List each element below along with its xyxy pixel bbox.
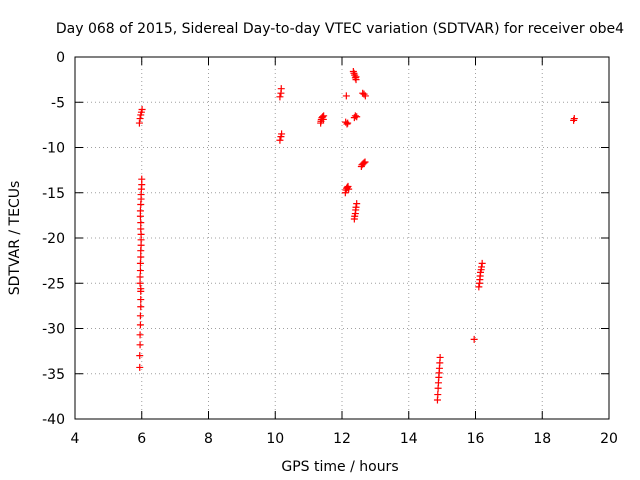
- data-point: [136, 279, 144, 287]
- y-tick-label: -15: [42, 186, 65, 202]
- data-point: [136, 267, 144, 275]
- data-point: [360, 159, 368, 167]
- data-point: [344, 119, 352, 127]
- y-tick-label: -10: [42, 141, 65, 157]
- data-point: [343, 120, 351, 128]
- data-point: [352, 76, 360, 84]
- data-point: [136, 331, 144, 339]
- data-point: [436, 353, 444, 361]
- grid: [75, 57, 609, 419]
- data-point: [137, 303, 145, 311]
- data-point: [352, 203, 360, 211]
- data-point: [135, 119, 143, 127]
- data-point: [138, 175, 146, 183]
- data-point: [353, 113, 361, 121]
- data-points: [135, 67, 578, 404]
- y-tick-label: -30: [42, 322, 65, 338]
- data-point: [136, 273, 144, 281]
- data-point: [342, 92, 350, 100]
- data-point: [136, 321, 144, 329]
- x-tick-label: 12: [333, 431, 351, 447]
- y-tick-label: -40: [42, 412, 65, 428]
- x-tick-label: 14: [400, 431, 418, 447]
- x-tick-label: 16: [467, 431, 485, 447]
- data-point: [277, 85, 285, 93]
- data-point: [278, 130, 286, 138]
- x-tick-label: 18: [533, 431, 551, 447]
- data-point: [136, 312, 144, 320]
- data-point: [136, 352, 144, 360]
- data-point: [137, 285, 145, 293]
- data-point: [137, 219, 145, 227]
- data-point: [361, 158, 369, 166]
- data-point: [136, 341, 144, 349]
- data-point: [136, 363, 144, 371]
- data-point: [361, 92, 369, 100]
- data-point: [353, 200, 361, 208]
- y-tick-label: -5: [51, 95, 65, 111]
- data-point: [475, 283, 483, 291]
- data-point: [136, 259, 144, 267]
- x-axis-label: GPS time / hours: [281, 459, 398, 475]
- data-point: [470, 335, 478, 343]
- x-tick-label: 8: [204, 431, 213, 447]
- x-tick-label: 10: [266, 431, 284, 447]
- data-point: [136, 115, 144, 123]
- y-tick-labels: 0 -5 -10 -15 -20 -25 -30 -35 -40: [42, 50, 65, 428]
- y-tick-label: 0: [56, 50, 65, 66]
- data-point: [276, 136, 284, 144]
- y-tick-label: -25: [42, 276, 65, 292]
- y-tick-label: -35: [42, 367, 65, 383]
- data-point: [137, 225, 145, 233]
- x-tick-label: 20: [600, 431, 618, 447]
- data-point: [478, 263, 486, 271]
- y-axis-label: SDTVAR / TECUs: [7, 181, 23, 296]
- data-point: [138, 105, 146, 113]
- data-point: [276, 93, 284, 101]
- chart-title: Day 068 of 2015, Sidereal Day-to-day VTE…: [56, 21, 624, 37]
- data-point: [478, 259, 486, 267]
- y-tick-label: -20: [42, 231, 65, 247]
- data-point: [434, 391, 442, 399]
- data-point: [136, 207, 144, 215]
- axis-ticks: [74, 56, 610, 420]
- x-tick-label: 6: [137, 431, 146, 447]
- data-point: [320, 112, 328, 120]
- data-point: [137, 296, 145, 304]
- x-tick-label: 4: [71, 431, 80, 447]
- data-point: [345, 185, 353, 193]
- data-point: [570, 115, 578, 123]
- x-tick-labels: 4 6 8 10 12 14 16 18 20: [71, 431, 618, 447]
- data-point: [137, 253, 145, 261]
- data-point: [351, 112, 359, 120]
